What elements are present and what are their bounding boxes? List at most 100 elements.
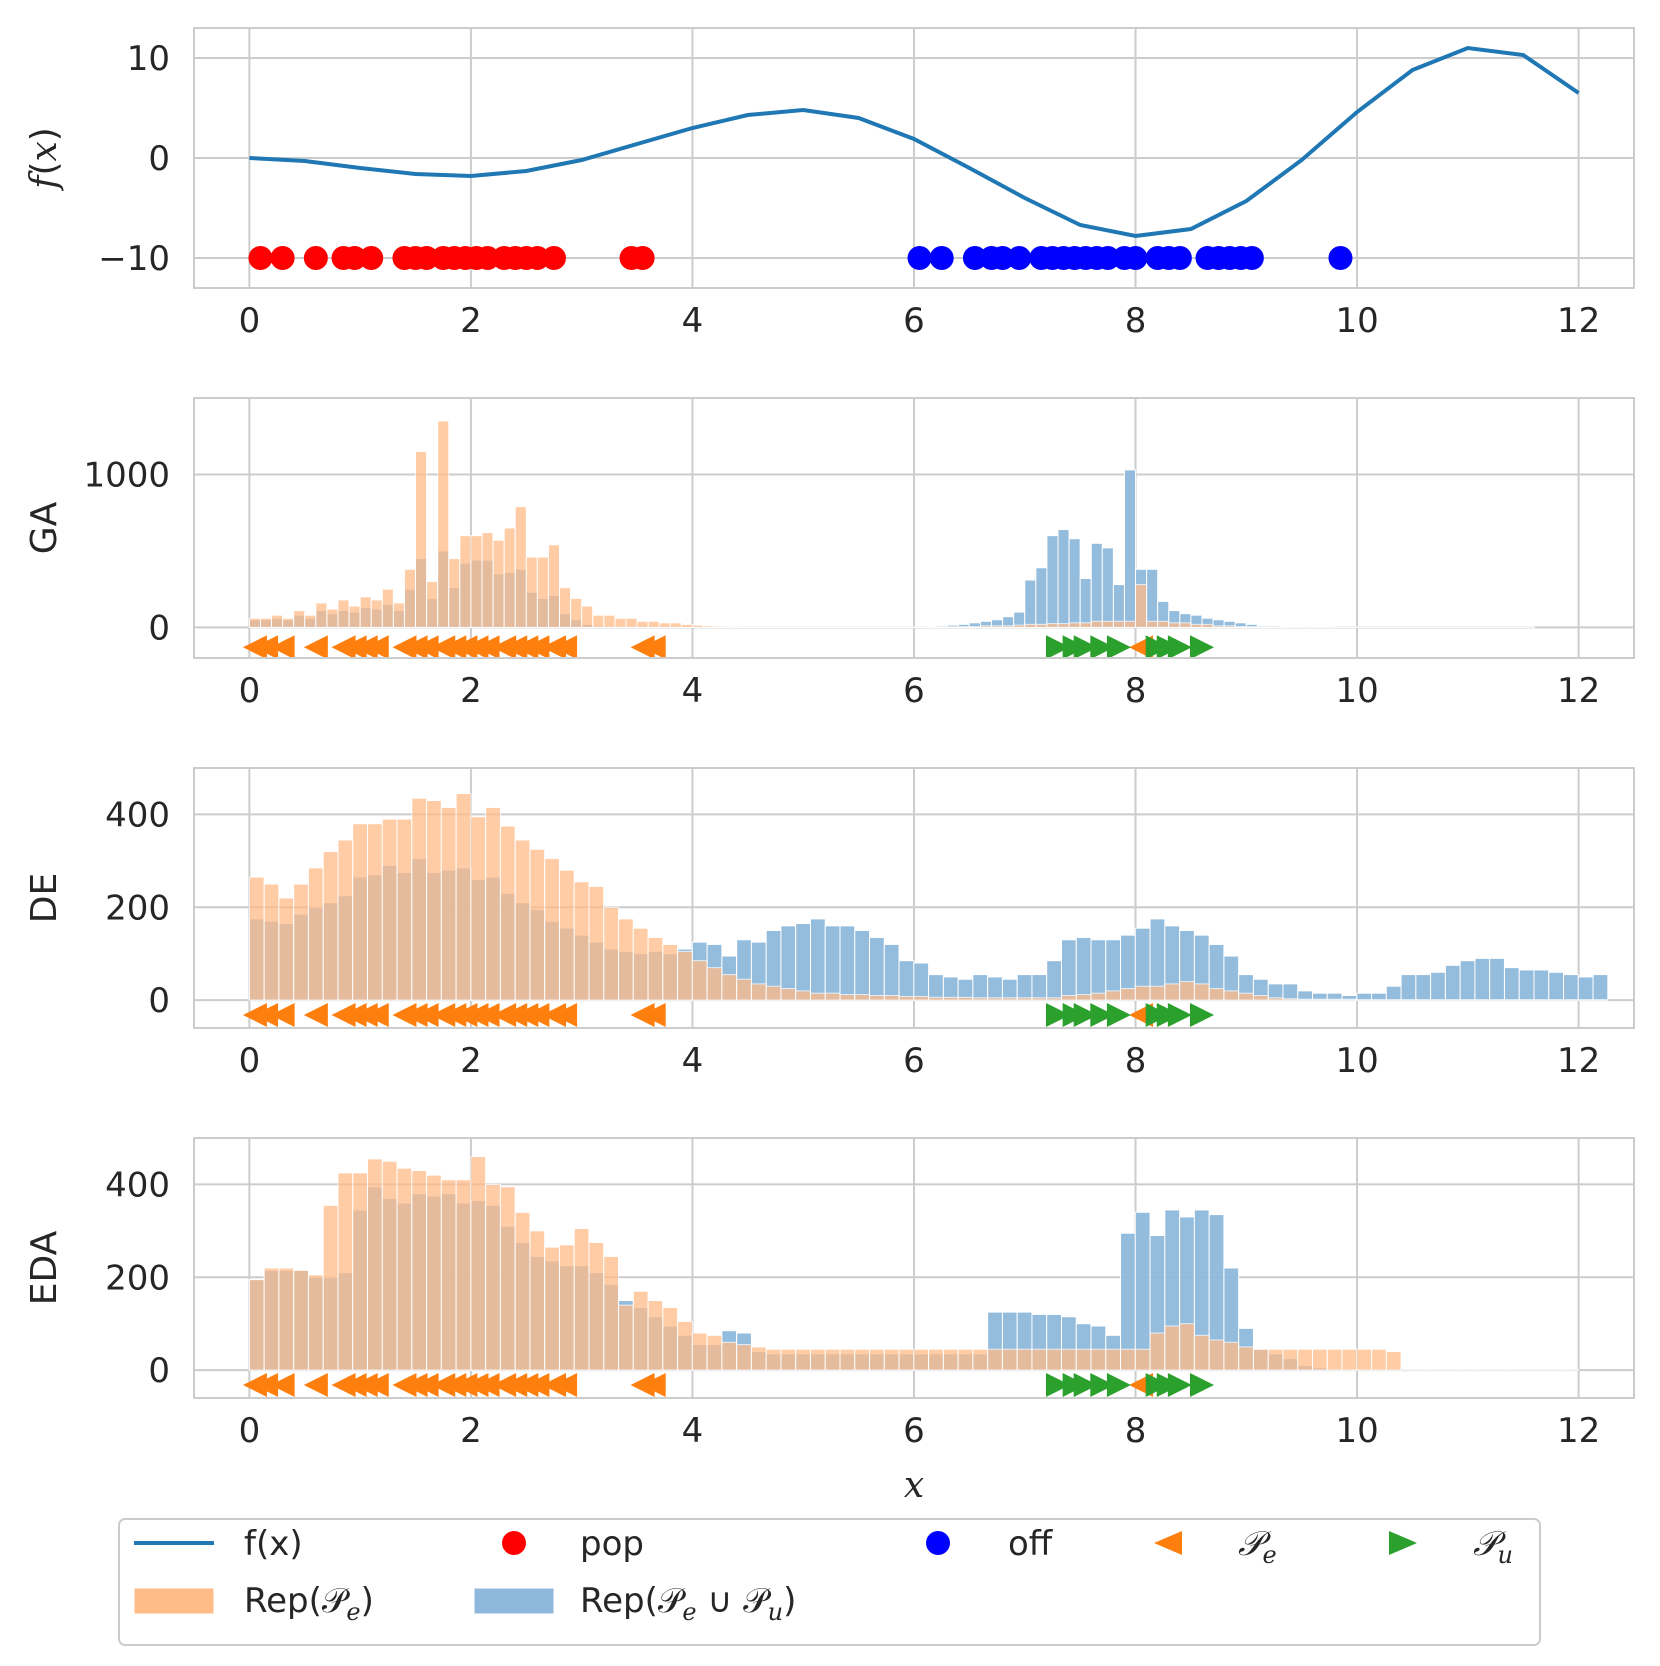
pe-marker <box>342 635 367 658</box>
pu-marker <box>1106 1373 1131 1397</box>
rep-pe-bar <box>1371 1348 1387 1371</box>
rep-pe-bar <box>721 1341 738 1371</box>
fx-curve <box>249 45 1580 239</box>
rep-pe-bar <box>636 620 649 628</box>
rep-pe-bar <box>547 544 561 628</box>
pop-point <box>359 246 384 270</box>
rep-pe-bar <box>1001 997 1018 1001</box>
rep-pe-bar <box>315 602 328 628</box>
rep-pe-bar <box>1001 1348 1018 1371</box>
rep-pe-bar <box>795 1348 811 1371</box>
rep-pe-bar <box>1090 1348 1107 1371</box>
rep-union-bar <box>1548 971 1565 1001</box>
rep-pe-bar <box>658 622 671 628</box>
plot-area-ga <box>242 420 1535 658</box>
rep-union-bar <box>1533 969 1550 1001</box>
rep-pe-bar <box>765 1348 782 1371</box>
rep-pe-bar <box>706 1334 723 1371</box>
rep-pe-bar <box>544 858 560 1001</box>
rep-pe-bar <box>725 625 738 628</box>
rep-pe-bar <box>271 614 284 628</box>
rep-pe-bar <box>677 1320 693 1371</box>
rep-pe-bar <box>1105 990 1122 1001</box>
rep-pe-bar <box>839 994 856 1001</box>
rep-pe-bar <box>869 995 885 1001</box>
legend-rep-pe-swatch <box>133 1587 215 1615</box>
pe-marker <box>553 1003 578 1027</box>
rep-pe-bar <box>1223 1341 1240 1371</box>
rep-pe-bar <box>1190 623 1203 628</box>
rep-pe-bar <box>411 1170 428 1371</box>
rep-pe-bar <box>558 1244 575 1371</box>
legend-rep-pe-label: Rep(𝒫e) <box>244 1581 374 1626</box>
rep-pe-bar <box>647 1300 664 1371</box>
pu-marker <box>1190 1003 1214 1027</box>
rep-pe-bar <box>1223 625 1236 628</box>
rep-pe-bar <box>957 1348 974 1371</box>
rep-pe-bar <box>448 558 461 628</box>
rep-pe-bar <box>898 1348 915 1371</box>
pop-point <box>414 246 439 270</box>
rep-union-bar <box>1400 974 1417 1001</box>
rep-pe-bar <box>367 1158 383 1371</box>
pu-marker <box>1167 1373 1192 1397</box>
rep-pe-bar <box>588 1241 605 1371</box>
rep-pe-bar <box>1282 1348 1299 1371</box>
legend: f(x) pop off 𝒫e 𝒫u Rep(𝒫e) Rep(𝒫e ∪ 𝒫u) <box>118 1518 1541 1646</box>
rep-pe-bar <box>1201 623 1214 628</box>
rep-union-bar <box>839 925 856 1001</box>
rep-pe-bar <box>337 839 354 1001</box>
axes-frame-ga <box>193 397 1635 659</box>
rep-pe-bar <box>470 816 487 1001</box>
rep-pe-layer <box>248 420 1292 628</box>
pe-marker <box>364 1003 389 1027</box>
panel-fx: 0 2 4 6 8 10 12 10 0 −10 f(x) <box>24 27 1635 341</box>
x-axis-label: x <box>904 1465 924 1506</box>
pe-marker <box>525 1003 550 1027</box>
rep-pe-bar <box>706 967 723 1001</box>
x-tick-label: 6 <box>903 671 925 711</box>
rep-pe-bar <box>979 625 993 628</box>
rep-pe-bar <box>1212 625 1225 628</box>
rep-pe-bar <box>1208 988 1225 1001</box>
rep-pe-bar <box>991 625 1004 628</box>
pu-marker <box>1046 635 1070 658</box>
rep-pe-bar <box>795 990 811 1001</box>
rep-union-bar <box>1046 960 1062 1001</box>
rep-pe-bar <box>278 1267 295 1371</box>
rep-pe-bar <box>470 535 483 628</box>
pe-marker <box>364 635 389 658</box>
pe-marker <box>414 635 439 658</box>
rep-pe-bar <box>573 1228 590 1371</box>
rep-pe-bar <box>869 1348 885 1371</box>
pe-marker <box>630 635 655 658</box>
pe-marker <box>641 1373 666 1397</box>
rep-pe-layer <box>248 1156 1402 1371</box>
rep-pe-bar <box>839 1348 856 1371</box>
legend-pe-swatch <box>1154 1531 1182 1555</box>
rep-pe-bar <box>352 823 369 1001</box>
legend-fx-label: f(x) <box>244 1524 303 1564</box>
rep-pe-bar <box>1149 1332 1166 1371</box>
pu-marker <box>1046 1373 1070 1397</box>
pu-marker <box>1167 1003 1192 1027</box>
rep-union-bar <box>987 976 1003 1001</box>
rep-pe-bar <box>1046 623 1059 628</box>
rep-pe-bar <box>322 851 339 1001</box>
rep-pe-bar <box>426 800 442 1001</box>
rep-pe-bar <box>514 839 531 1001</box>
rep-pe-bar <box>411 797 428 1001</box>
y-tick-label: 200 <box>105 888 170 928</box>
pop-point <box>525 246 550 270</box>
rep-pe-bar <box>559 587 572 628</box>
rep-pe-bar <box>1016 1348 1033 1371</box>
rep-pe-bar <box>1090 620 1103 628</box>
rep-pe-bar <box>544 1246 560 1371</box>
rep-pe-bar <box>396 1167 413 1371</box>
x-tick-label: 6 <box>903 301 925 341</box>
rep-pe-bar <box>928 996 944 1001</box>
rep-union-bar <box>1090 542 1103 628</box>
pe-marker <box>364 1373 389 1397</box>
rep-union-bar <box>1323 626 1336 628</box>
rep-pe-bar <box>337 599 350 628</box>
